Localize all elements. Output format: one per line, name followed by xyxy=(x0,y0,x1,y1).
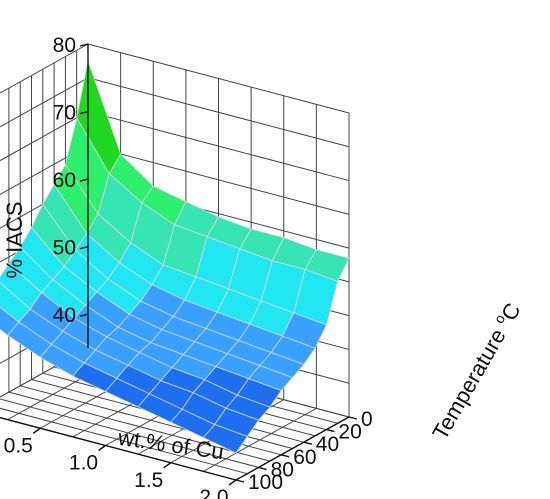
x-tick xyxy=(98,444,106,452)
z-tick xyxy=(79,178,89,182)
surface-plot xyxy=(0,60,350,454)
x-tick-label: 0.5 xyxy=(4,434,33,457)
temperature-tick-label: 80 xyxy=(271,458,294,481)
temperature-tick-label: 60 xyxy=(293,446,316,469)
x-tick-label: 1.0 xyxy=(69,452,98,475)
z-tick xyxy=(79,313,89,317)
surface-cell xyxy=(202,424,248,454)
z-tick xyxy=(79,110,89,115)
temperature-axis-title: Temperature oC xyxy=(426,298,526,444)
z-tick xyxy=(79,245,89,250)
x-tick xyxy=(228,479,237,486)
temperature-tick xyxy=(235,479,245,483)
y-axis-title: % IACS xyxy=(2,201,27,278)
temperature-tick-label: 40 xyxy=(316,433,339,456)
temperature-tick xyxy=(326,428,335,433)
grid-line xyxy=(0,407,248,475)
temperature-tick xyxy=(303,441,312,445)
z-tick-label: 60 xyxy=(53,169,76,192)
temperature-axis-line xyxy=(235,416,350,481)
x-tick xyxy=(32,427,41,434)
z-tick-label: 40 xyxy=(53,304,76,327)
grid-line xyxy=(8,391,271,462)
grid-line xyxy=(0,398,259,468)
x-tick-label: 2.0 xyxy=(199,486,228,499)
z-tick xyxy=(79,43,89,47)
x-tick xyxy=(163,462,172,469)
temperature-tick-label: 20 xyxy=(338,421,361,444)
temperature-axis-title-text: Temperature xyxy=(427,319,513,444)
temperature-tick xyxy=(281,454,290,458)
temperature-tick-label: 0 xyxy=(361,408,373,431)
z-tick-label: 70 xyxy=(53,102,76,125)
temperature-tick-label: 100 xyxy=(248,471,283,494)
temperature-tick xyxy=(348,416,358,420)
z-tick-label: 80 xyxy=(53,34,76,57)
temperature-tick xyxy=(258,466,267,471)
x-tick-label: 1.5 xyxy=(134,469,163,492)
z-tick-label: 50 xyxy=(53,237,76,260)
